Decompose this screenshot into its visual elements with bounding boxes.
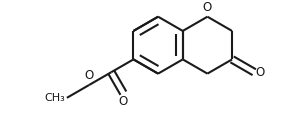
- Text: O: O: [119, 95, 128, 108]
- Text: CH₃: CH₃: [44, 93, 65, 103]
- Text: O: O: [203, 1, 212, 14]
- Text: O: O: [256, 66, 265, 79]
- Text: O: O: [84, 69, 94, 82]
